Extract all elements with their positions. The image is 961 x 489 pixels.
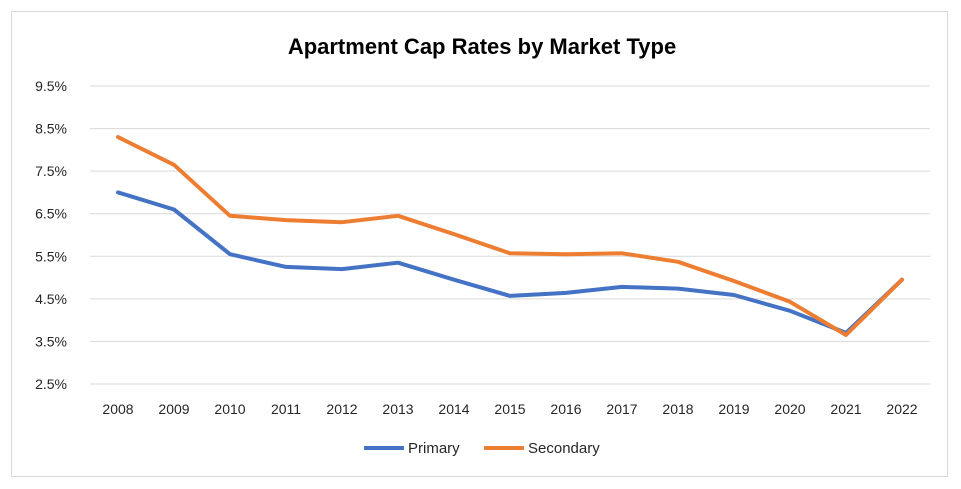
x-tick-label: 2014	[438, 401, 469, 417]
y-tick-label: 9.5%	[35, 78, 67, 94]
legend: Primary Secondary	[364, 440, 600, 457]
x-tick-label: 2011	[271, 401, 301, 417]
x-tick-label: 2010	[214, 401, 245, 417]
gridlines	[90, 85, 930, 385]
x-tick-label: 2017	[606, 401, 637, 417]
x-tick-label: 2022	[886, 401, 917, 417]
y-tick-label: 2.5%	[35, 376, 67, 392]
x-axis-ticks: 2008 2009 2010 2011 2012 2013 2014 2015 2016 2017…	[102, 401, 917, 417]
x-tick-label: 2016	[550, 401, 581, 417]
x-tick-label: 2013	[382, 401, 413, 417]
y-tick-label: 4.5%	[35, 291, 67, 307]
legend-label-primary: Primary	[408, 440, 460, 457]
x-tick-label: 2008	[102, 401, 133, 417]
x-tick-label: 2009	[158, 401, 189, 417]
y-tick-label: 3.5%	[35, 333, 67, 349]
chart-frame: Apartment Cap Rates by Market Type 2.5% 3…	[11, 11, 948, 477]
series-line-primary	[116, 190, 904, 335]
series-lines	[116, 135, 904, 337]
line-chart: Apartment Cap Rates by Market Type 2.5% 3…	[35, 34, 930, 457]
legend-label-secondary: Secondary	[528, 440, 600, 457]
y-tick-label: 8.5%	[35, 121, 67, 137]
x-tick-label: 2018	[662, 401, 693, 417]
y-tick-label: 5.5%	[35, 248, 67, 264]
x-tick-label: 2019	[718, 401, 749, 417]
y-tick-label: 7.5%	[35, 163, 67, 179]
x-tick-label: 2015	[494, 401, 525, 417]
x-tick-label: 2012	[326, 401, 357, 417]
x-tick-label: 2020	[774, 401, 805, 417]
x-tick-label: 2021	[830, 401, 861, 417]
chart-title: Apartment Cap Rates by Market Type	[288, 34, 676, 59]
y-axis-ticks: 2.5% 3.5% 4.5% 5.5% 6.5% 7.5% 8.5% 9.5%	[35, 78, 67, 392]
y-tick-label: 6.5%	[35, 206, 67, 222]
series-line-secondary	[116, 135, 904, 337]
